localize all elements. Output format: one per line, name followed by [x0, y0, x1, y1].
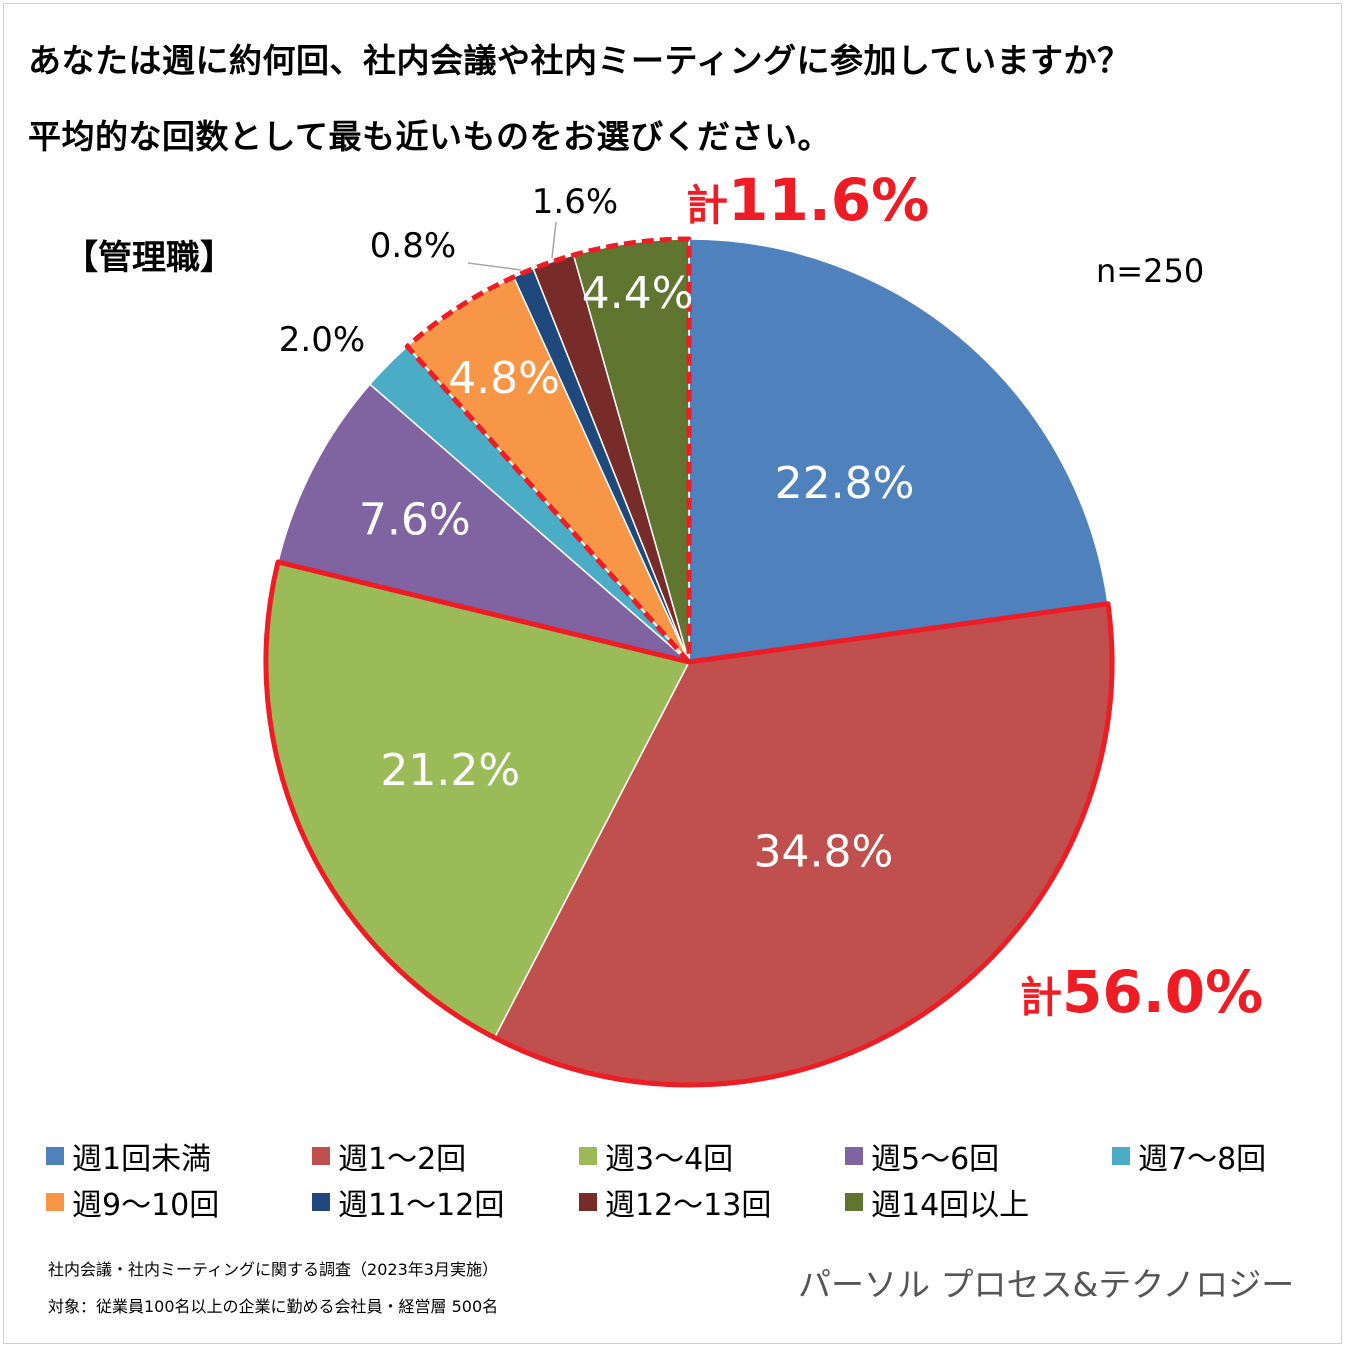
legend-label-7: 週11～12回	[338, 1188, 505, 1223]
legend-item-9: 週14回以上	[845, 1180, 1029, 1224]
legend-label-1: 週1回未満	[72, 1142, 212, 1177]
legend-label-3: 週3～4回	[605, 1142, 734, 1177]
legend-item-8: 週12～13回	[579, 1180, 771, 1224]
group-label: 【管理職】	[64, 238, 234, 278]
total-upper-value: 11.6%	[728, 166, 930, 234]
legend-label-5: 週7～8回	[1138, 1142, 1267, 1177]
legend-swatch-7	[312, 1193, 330, 1211]
legend-swatch-9	[845, 1193, 863, 1211]
slice-7-leader-line	[467, 262, 522, 271]
legend-item-7: 週11～12回	[312, 1180, 504, 1224]
legend-swatch-4	[845, 1147, 863, 1165]
slice-9-data-label: 4.4%	[582, 268, 694, 319]
slice-3-data-label: 21.2%	[380, 745, 520, 796]
legend-swatch-2	[312, 1147, 330, 1165]
legend-swatch-1	[46, 1147, 64, 1165]
total-upper-prefix: 計	[686, 181, 729, 230]
chart-title-line1: あなたは週に約何回、社内会議や社内ミーティングに参加していますか？	[28, 41, 1131, 80]
survey-target-note: 対象：従業員100名以上の企業に勤める会社員・経営層 500名	[48, 1297, 499, 1316]
legend-label-2: 週1～2回	[338, 1142, 467, 1177]
slice-8-data-label: 1.6%	[532, 182, 618, 222]
legend-label-4: 週5～6回	[871, 1142, 1000, 1177]
legend-label-6: 週9～10回	[72, 1188, 220, 1223]
legend-swatch-5	[1112, 1147, 1130, 1165]
legend-swatch-3	[579, 1147, 597, 1165]
slice-5-data-label: 2.0%	[279, 320, 365, 360]
legend-item-4: 週5～6回	[845, 1134, 999, 1178]
slice-4-wedge	[277, 383, 690, 663]
highlight-group-2-outline	[404, 236, 692, 665]
slice-6-data-label: 4.8%	[448, 353, 560, 404]
legend-item-1: 週1回未満	[46, 1134, 211, 1178]
chart-title-line2: 平均的な回数として最も近いものをお選びください。	[28, 117, 832, 156]
slice-7-data-label: 0.8%	[370, 226, 456, 266]
legend-swatch-6	[46, 1193, 64, 1211]
slice-1-data-label: 22.8%	[775, 458, 915, 509]
slice-1-wedge	[688, 238, 1109, 663]
legend-item-3: 週3～4回	[579, 1134, 733, 1178]
legend-swatch-8	[579, 1193, 597, 1211]
legend-item-6: 週9～10回	[46, 1180, 219, 1224]
highlight-group-1-outline	[263, 559, 1115, 1088]
slice-4-data-label: 7.6%	[359, 495, 471, 546]
company-name: パーソル プロセス&テクノロジー	[798, 1265, 1295, 1304]
legend-item-2: 週1～2回	[312, 1134, 466, 1178]
legend-label-8: 週12～13回	[605, 1188, 772, 1223]
total-lower-annotation: 計56.0%	[1020, 958, 1263, 1026]
legend-item-5: 週7～8回	[1112, 1134, 1266, 1178]
survey-note: 社内会議・社内ミーティングに関する調査（2023年3月実施）	[48, 1260, 498, 1279]
legend-label-9: 週14回以上	[871, 1188, 1030, 1223]
total-upper-annotation: 計11.6%	[686, 166, 929, 234]
total-lower-prefix: 計	[1020, 973, 1063, 1022]
total-lower-value: 56.0%	[1062, 958, 1264, 1026]
slice-8-leader-line	[551, 221, 557, 259]
sample-size-label: n=250	[1096, 252, 1205, 290]
chart-frame	[3, 3, 1342, 1344]
slice-2-data-label: 34.8%	[753, 826, 893, 877]
